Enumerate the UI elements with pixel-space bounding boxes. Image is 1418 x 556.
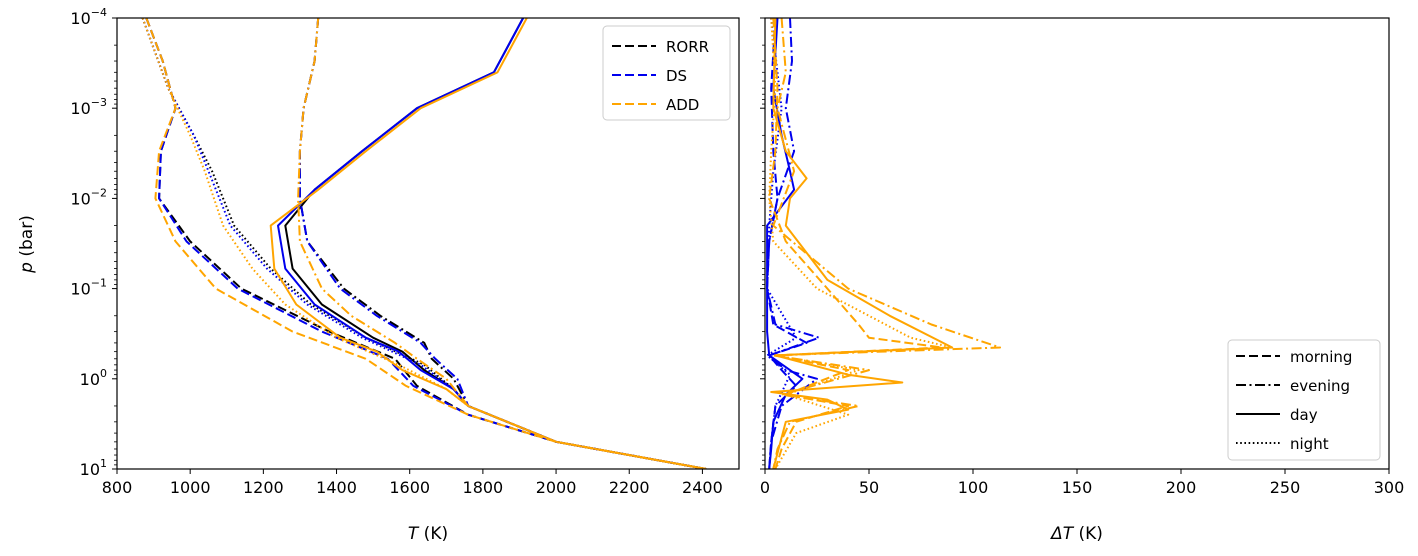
- legend-label-ds: DS: [666, 67, 687, 85]
- left-plot-frame: [116, 17, 740, 470]
- legend-label-evening: evening: [1290, 377, 1350, 395]
- series-line-add-day: [269, 18, 707, 469]
- x-tick-label: 1400: [316, 478, 357, 497]
- y-tick-label: 100: [80, 367, 107, 389]
- left-plot-lines: [141, 18, 707, 469]
- series-line-ds-day: [766, 18, 804, 469]
- right-plot-lines: [766, 18, 1001, 469]
- left-x-ticks: 800 1000 1200 1400 1600 1800 2000 2200 2400: [102, 469, 723, 497]
- left-y-ticks: 10−4 10−3 10−2 10−1 100 101: [70, 6, 117, 479]
- x-tick-label: 300: [1374, 478, 1405, 497]
- left-legend-box: [602, 25, 731, 121]
- series-line-add-evening: [297, 18, 707, 469]
- x-tick-label: 2200: [609, 478, 650, 497]
- x-tick-label: 200: [1166, 478, 1197, 497]
- y-tick-label: 101: [80, 457, 107, 479]
- x-tick-label: 0: [760, 478, 770, 497]
- right-x-axis-label: ΔT (K): [1049, 524, 1103, 544]
- legend-label-day: day: [1290, 406, 1318, 424]
- series-line-add-night: [768, 18, 954, 469]
- left-legend: RORR DS ADD: [602, 25, 731, 121]
- series-line-ds-morning: [766, 18, 808, 469]
- series-line-add-morning: [145, 18, 707, 469]
- y-tick-label: 10−1: [70, 277, 107, 299]
- x-tick-label: 2400: [682, 478, 723, 497]
- legend-label-morning: morning: [1290, 348, 1352, 366]
- series-line-ds-night: [141, 18, 707, 469]
- x-tick-label: 150: [1062, 478, 1093, 497]
- x-tick-label: 1600: [389, 478, 430, 497]
- right-y-ticks: [760, 17, 765, 470]
- right-x-ticks: 0 50 100 150 200 250 300: [760, 469, 1404, 497]
- left-x-axis-label: T (K): [408, 524, 448, 544]
- y-tick-label: 10−3: [70, 96, 107, 118]
- y-tick-label: 10−4: [70, 6, 107, 28]
- legend-label-night: night: [1290, 435, 1329, 453]
- left-y-axis-label: p (bar): [17, 215, 37, 274]
- right-legend-box: [1227, 339, 1381, 461]
- series-line-add-day: [770, 18, 954, 469]
- x-tick-label: 1200: [243, 478, 284, 497]
- right-panel: 0 50 100 150 200 250 300 ΔT (K) morning evening…: [760, 17, 1404, 544]
- x-tick-label: 100: [958, 478, 989, 497]
- x-tick-label: 1800: [463, 478, 504, 497]
- legend-label-add: ADD: [666, 96, 699, 114]
- series-line-ds-night: [766, 18, 798, 469]
- series-line-add-night: [141, 18, 707, 469]
- y-tick-label: 10−2: [70, 186, 107, 208]
- x-tick-label: 250: [1270, 478, 1301, 497]
- x-tick-label: 1000: [170, 478, 211, 497]
- right-legend: morning evening day night: [1227, 339, 1381, 461]
- x-tick-label: 50: [859, 478, 879, 497]
- right-plot-frame: [764, 17, 1390, 470]
- series-line-add-evening: [772, 18, 1001, 469]
- x-tick-label: 800: [102, 478, 133, 497]
- legend-label-rorr: RORR: [666, 38, 709, 56]
- x-tick-label: 2000: [536, 478, 577, 497]
- left-panel: 10−4 10−3 10−2 10−1 100 101 800 1000 1200 1400 16…: [17, 6, 740, 544]
